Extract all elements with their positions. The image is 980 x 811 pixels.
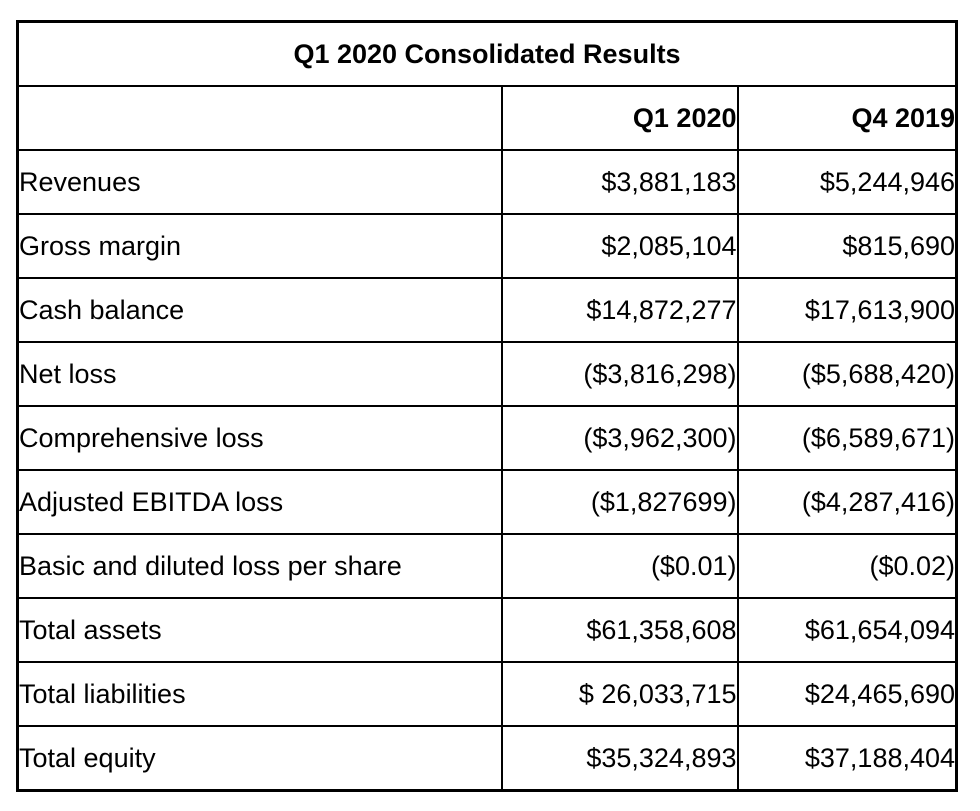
value-q1-2020: $14,872,277 — [500, 277, 739, 343]
value-q1-2020: $61,358,608 — [500, 597, 739, 663]
value-q4-2019: ($5,688,420) — [736, 341, 958, 407]
row-label: Comprehensive loss — [16, 405, 503, 471]
table-row-total-equity: Total equity $35,324,893 $37,188,404 — [16, 725, 958, 792]
value-q1-2020: ($3,962,300) — [500, 405, 739, 471]
consolidated-results-table: Q1 2020 Consolidated Results Q1 2020 Q4 … — [16, 20, 959, 792]
table-row-comprehensive-loss: Comprehensive loss ($3,962,300) ($6,589,… — [16, 405, 958, 471]
value-q4-2019: $24,465,690 — [736, 661, 958, 727]
header-empty-cell — [16, 85, 503, 151]
value-q4-2019: ($6,589,671) — [736, 405, 958, 471]
value-q1-2020: ($1,827699) — [500, 469, 739, 535]
value-q1-2020: ($0.01) — [500, 533, 739, 599]
row-label: Cash balance — [16, 277, 503, 343]
value-q4-2019: $17,613,900 — [736, 277, 958, 343]
value-q1-2020: $35,324,893 — [500, 725, 739, 792]
table-row-gross-margin: Gross margin $2,085,104 $815,690 — [16, 213, 958, 279]
row-label: Revenues — [16, 149, 503, 215]
table-row-adjusted-ebitda-loss: Adjusted EBITDA loss ($1,827699) ($4,287… — [16, 469, 958, 535]
row-label: Total assets — [16, 597, 503, 663]
table-row-cash-balance: Cash balance $14,872,277 $17,613,900 — [16, 277, 958, 343]
value-q4-2019: $61,654,094 — [736, 597, 958, 663]
value-q4-2019: $815,690 — [736, 213, 958, 279]
header-q4-2019: Q4 2019 — [736, 85, 958, 151]
table-row-total-liabilities: Total liabilities $ 26,033,715 $24,465,6… — [16, 661, 958, 727]
row-label: Total equity — [16, 725, 503, 792]
value-q1-2020: $ 26,033,715 — [500, 661, 739, 727]
row-label: Total liabilities — [16, 661, 503, 727]
row-label: Adjusted EBITDA loss — [16, 469, 503, 535]
header-row: Q1 2020 Q4 2019 — [16, 85, 958, 151]
table-row-loss-per-share: Basic and diluted loss per share ($0.01)… — [16, 533, 958, 599]
row-label: Gross margin — [16, 213, 503, 279]
table-row-net-loss: Net loss ($3,816,298) ($5,688,420) — [16, 341, 958, 407]
title-row: Q1 2020 Consolidated Results — [16, 20, 958, 87]
value-q1-2020: $3,881,183 — [500, 149, 739, 215]
value-q1-2020: $2,085,104 — [500, 213, 739, 279]
table-row-revenues: Revenues $3,881,183 $5,244,946 — [16, 149, 958, 215]
row-label: Basic and diluted loss per share — [16, 533, 503, 599]
table-title: Q1 2020 Consolidated Results — [16, 20, 958, 87]
value-q4-2019: $37,188,404 — [736, 725, 958, 792]
value-q1-2020: ($3,816,298) — [500, 341, 739, 407]
value-q4-2019: ($0.02) — [736, 533, 958, 599]
value-q4-2019: $5,244,946 — [736, 149, 958, 215]
value-q4-2019: ($4,287,416) — [736, 469, 958, 535]
header-q1-2020: Q1 2020 — [500, 85, 739, 151]
table-row-total-assets: Total assets $61,358,608 $61,654,094 — [16, 597, 958, 663]
row-label: Net loss — [16, 341, 503, 407]
